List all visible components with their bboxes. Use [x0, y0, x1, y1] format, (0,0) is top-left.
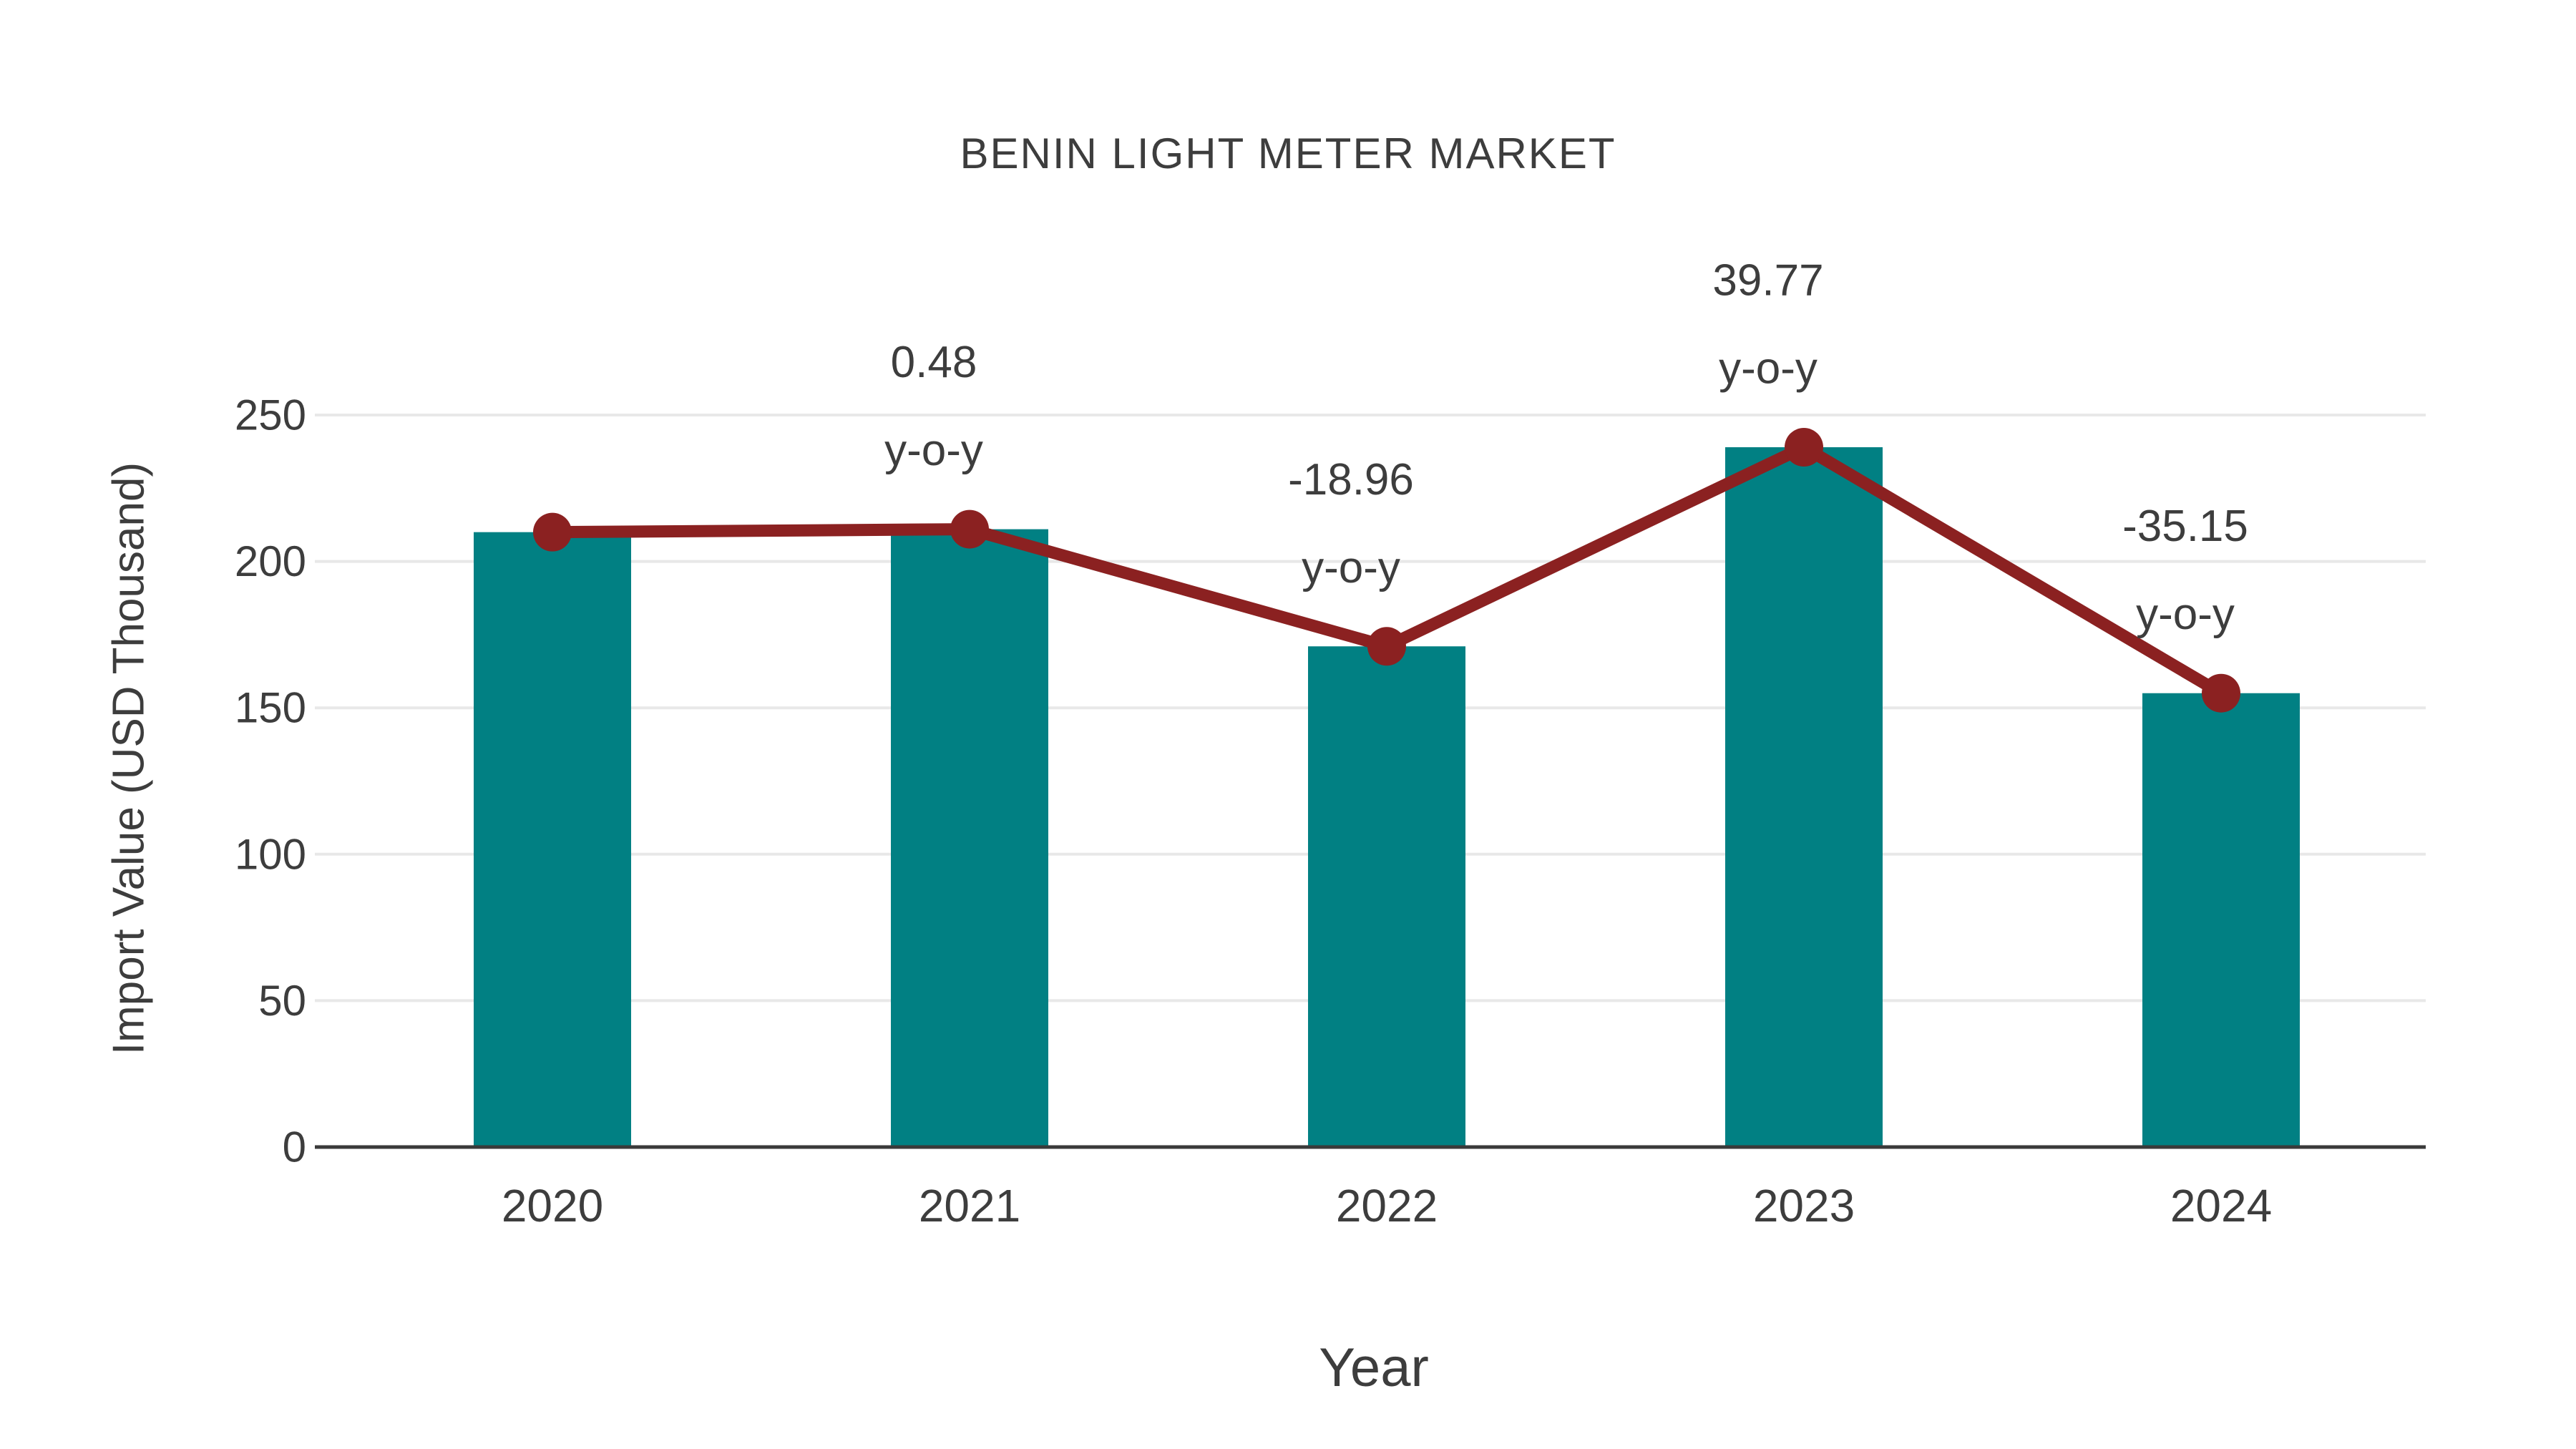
y-tick-label-100: 100 — [235, 830, 306, 878]
annotation-unit-2021: y-o-y — [884, 426, 983, 475]
marker-2020 — [533, 512, 572, 552]
x-tick-label-2020: 2020 — [502, 1180, 603, 1231]
x-tick-label-2023: 2023 — [1753, 1180, 1855, 1231]
bar-2022 — [1308, 646, 1465, 1147]
bar-2023 — [1725, 447, 1883, 1147]
bar-2020 — [474, 532, 631, 1147]
y-tick-label-150: 150 — [235, 684, 306, 732]
marker-2024 — [2202, 673, 2240, 713]
bar-2021 — [891, 529, 1048, 1147]
bar-2024 — [2142, 693, 2300, 1147]
y-tick-label-250: 250 — [235, 391, 306, 439]
annotation-value-2024: -35.15 — [2122, 502, 2248, 551]
x-tick-label-2024: 2024 — [2170, 1180, 2272, 1231]
y-tick-label-0: 0 — [283, 1123, 306, 1171]
y-tick-label-200: 200 — [235, 537, 306, 585]
annotation-unit-2022: y-o-y — [1302, 543, 1400, 592]
marker-2022 — [1367, 627, 1406, 666]
chart-title: BENIN LIGHT METER MARKET — [960, 130, 1616, 177]
marker-2021 — [950, 509, 989, 549]
annotation-value-2021: 0.48 — [891, 338, 977, 387]
x-tick-label-2022: 2022 — [1336, 1180, 1438, 1231]
annotation-unit-2024: y-o-y — [2136, 590, 2235, 639]
annotation-unit-2023: y-o-y — [1719, 344, 1818, 394]
y-axis-title: Import Value (USD Thousand) — [104, 462, 154, 1055]
annotation-value-2023: 39.77 — [1712, 256, 1823, 306]
y-tick-label-50: 50 — [258, 977, 306, 1025]
x-axis-title: Year — [1319, 1337, 1429, 1398]
x-tick-label-2021: 2021 — [919, 1180, 1020, 1231]
annotation-value-2022: -18.96 — [1288, 455, 1414, 504]
marker-2023 — [1785, 428, 1823, 467]
